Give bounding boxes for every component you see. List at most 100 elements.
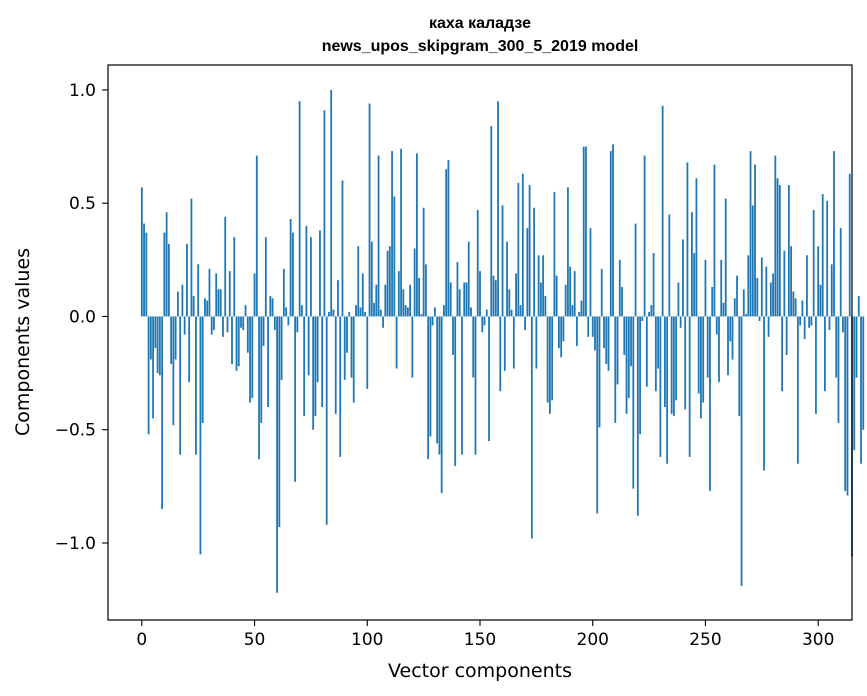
bar-61 [278, 316, 281, 528]
bar-12 [167, 243, 170, 317]
bar-49 [251, 316, 254, 398]
bar-17 [179, 316, 182, 455]
bar-228 [654, 316, 657, 392]
bar-194 [578, 311, 581, 317]
bar-122 [415, 153, 418, 317]
bar-166 [515, 273, 517, 317]
bar-119 [409, 284, 412, 317]
bar-186 [560, 316, 563, 358]
bar-22 [190, 198, 193, 317]
bar-116 [402, 289, 405, 317]
chart-title: каха каладзе [429, 15, 531, 32]
bar-93 [350, 316, 353, 378]
bar-175 [535, 316, 538, 369]
bar-173 [530, 316, 533, 539]
bar-82 [325, 316, 328, 525]
bar-101 [368, 103, 371, 317]
bar-320 [862, 316, 865, 430]
bar-278 [767, 316, 770, 337]
bar-155 [490, 126, 493, 317]
bar-242 [686, 162, 689, 317]
bar-259 [724, 198, 727, 317]
bar-40 [231, 316, 233, 365]
bar-190 [569, 266, 572, 317]
bar-191 [571, 305, 574, 317]
bar-47 [246, 316, 249, 353]
bar-273 [756, 277, 759, 317]
bar-162 [506, 241, 508, 317]
bar-14 [172, 316, 175, 426]
bar-165 [512, 316, 515, 369]
bar-298 [812, 209, 815, 317]
bar-202 [596, 316, 599, 514]
bar-74 [307, 316, 310, 376]
bar-72 [303, 316, 306, 417]
bar-241 [684, 316, 687, 410]
bar-124 [420, 314, 423, 317]
bar-188 [564, 284, 567, 317]
bar-164 [510, 309, 513, 317]
bar-169 [521, 173, 524, 317]
bar-296 [808, 316, 811, 328]
bar-123 [418, 277, 421, 317]
bar-285 [783, 250, 786, 317]
bar-26 [199, 316, 202, 555]
bar-84 [330, 89, 333, 317]
bar-28 [204, 298, 206, 317]
bar-0 [140, 187, 143, 317]
bar-205 [603, 316, 605, 349]
bar-156 [492, 275, 495, 317]
bar-117 [404, 305, 407, 317]
bar-136 [447, 160, 450, 317]
bar-189 [567, 187, 569, 317]
bar-42 [235, 316, 238, 371]
bar-287 [787, 185, 790, 317]
bar-177 [539, 282, 542, 317]
bar-151 [481, 316, 484, 333]
bar-115 [400, 148, 402, 317]
bar-78 [316, 316, 319, 383]
bar-29 [206, 300, 209, 317]
bar-56 [267, 316, 269, 408]
bar-297 [810, 316, 813, 326]
bar-67 [291, 232, 294, 317]
bar-159 [499, 316, 502, 392]
bar-227 [652, 253, 655, 317]
bar-103 [373, 302, 375, 317]
bar-266 [740, 316, 743, 587]
bar-160 [501, 205, 504, 317]
bar-31 [210, 316, 213, 335]
bar-130 [434, 307, 436, 317]
bar-57 [269, 296, 272, 317]
bar-211 [616, 316, 619, 385]
bar-138 [452, 316, 454, 355]
bar-121 [413, 248, 416, 317]
bar-240 [682, 239, 684, 317]
bar-243 [688, 316, 691, 457]
bar-271 [751, 205, 754, 317]
bar-250 [704, 259, 707, 317]
bar-52 [258, 316, 260, 460]
bar-260 [727, 316, 729, 376]
y-tick-label: −0.5 [55, 421, 96, 441]
bar-16 [176, 291, 179, 317]
bar-312 [844, 316, 847, 491]
bar-203 [598, 316, 601, 428]
bar-199 [589, 228, 592, 317]
bar-149 [476, 209, 479, 317]
bar-33 [215, 273, 218, 317]
bar-176 [537, 255, 540, 317]
bar-270 [749, 151, 752, 317]
bar-215 [625, 316, 628, 414]
bar-318 [857, 296, 860, 317]
bar-314 [848, 173, 851, 317]
bar-105 [377, 155, 380, 317]
bar-87 [337, 280, 339, 317]
bar-275 [760, 257, 763, 317]
bar-58 [271, 298, 274, 317]
bar-229 [657, 316, 660, 369]
bar-294 [803, 316, 806, 340]
bar-7 [156, 316, 159, 374]
bar-108 [384, 284, 387, 317]
